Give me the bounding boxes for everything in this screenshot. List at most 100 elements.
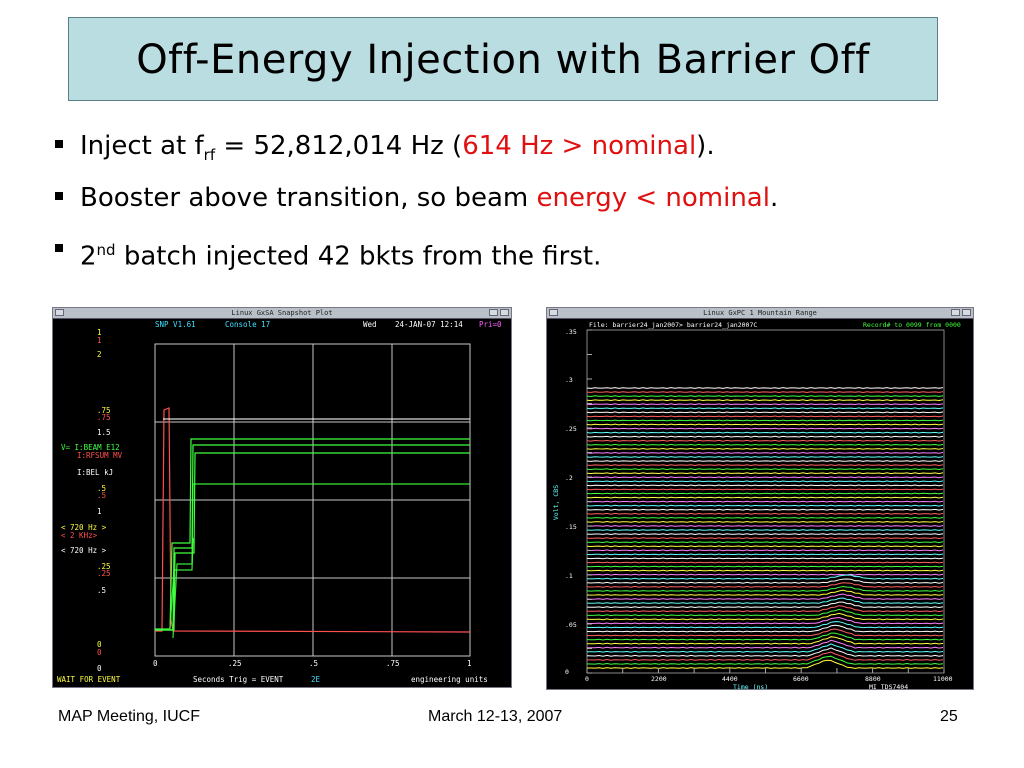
filter-label: < 720 Hz > bbox=[61, 546, 107, 555]
mountain-trace bbox=[586, 395, 944, 398]
mountain-trace bbox=[586, 496, 944, 499]
mountain-trace bbox=[586, 597, 944, 605]
file-label: File: barrier24_jan2007> barrier24_jan20… bbox=[589, 321, 758, 329]
axis-label: 0 bbox=[97, 640, 102, 649]
y-tick: .25 bbox=[565, 425, 577, 433]
mountain-trace bbox=[586, 628, 944, 637]
x-axis-label: Time (ns) bbox=[733, 683, 769, 691]
mountain-trace bbox=[586, 601, 944, 609]
window-title: Linux GxPC 1 Mountain Range bbox=[703, 309, 817, 317]
axis-label: .25 bbox=[97, 569, 111, 578]
mountain-trace bbox=[586, 537, 944, 540]
mountain-trace bbox=[586, 468, 944, 471]
mountain-trace bbox=[586, 516, 944, 519]
axis-label: 1 bbox=[97, 328, 102, 337]
mountain-trace bbox=[586, 605, 944, 613]
mountain-trace bbox=[586, 415, 944, 418]
axis-label: 1.5 bbox=[97, 428, 111, 437]
channel-label-beam: V= I:BEAM E12 bbox=[61, 443, 120, 452]
snapshot-plot-window: Linux GxSA Snapshot Plot SNP V1.61 Conso… bbox=[52, 307, 512, 688]
mountain-trace bbox=[586, 545, 944, 548]
bullet-3: 2nd batch injected 42 bkts from the firs… bbox=[55, 228, 995, 280]
mountain-trace bbox=[586, 639, 944, 649]
axis-label: .75 bbox=[97, 406, 111, 415]
axis-label: 0 bbox=[97, 648, 102, 657]
mountain-trace bbox=[587, 636, 944, 645]
mountain-trace bbox=[586, 582, 944, 588]
window-menu-button[interactable] bbox=[549, 309, 558, 316]
mountain-trace bbox=[586, 585, 944, 592]
mountain-trace bbox=[586, 431, 944, 434]
mountain-trace bbox=[586, 456, 944, 458]
axis-label: .5 bbox=[97, 484, 107, 493]
mountain-trace bbox=[586, 443, 944, 446]
y-tick: .35 bbox=[565, 328, 577, 336]
x-tick: 4400 bbox=[722, 675, 738, 683]
mountain-trace bbox=[586, 512, 944, 515]
mountain-trace bbox=[586, 565, 944, 568]
console-label: Console 17 bbox=[225, 320, 271, 329]
window-title: Linux GxSA Snapshot Plot bbox=[231, 309, 333, 317]
mountain-trace bbox=[586, 500, 944, 503]
window-titlebar: Linux GxSA Snapshot Plot bbox=[53, 308, 511, 319]
channel-label-bel: I:BEL kJ bbox=[77, 468, 114, 477]
window-minimize-button[interactable] bbox=[489, 309, 498, 316]
y-tick: .3 bbox=[565, 376, 573, 384]
beam-trace bbox=[169, 537, 194, 629]
x-tick: .5 bbox=[309, 659, 319, 668]
beam-trace bbox=[155, 452, 470, 631]
footer-page-number: 25 bbox=[940, 708, 958, 725]
mountain-trace bbox=[587, 651, 944, 661]
mountain-trace bbox=[586, 541, 944, 544]
mountain-trace bbox=[586, 492, 944, 495]
mountain-trace bbox=[586, 427, 944, 430]
mountain-trace bbox=[586, 387, 944, 389]
status-label: WAIT FOR EVENT bbox=[57, 675, 121, 684]
mountain-trace bbox=[586, 632, 944, 641]
datetime-label: 24-JAN-07 12:14 bbox=[395, 320, 463, 329]
footer-meeting: MAP Meeting, IUCF bbox=[58, 708, 200, 725]
mountain-trace bbox=[586, 439, 944, 442]
mountain-trace bbox=[587, 643, 944, 653]
mountain-trace bbox=[586, 533, 944, 536]
mountain-trace bbox=[586, 476, 944, 479]
bullet-square-icon bbox=[55, 140, 63, 148]
mountain-trace bbox=[586, 549, 944, 552]
pri-label: Pri=0 bbox=[479, 320, 502, 329]
window-maximize-button[interactable] bbox=[500, 309, 509, 316]
window-menu-button[interactable] bbox=[55, 309, 64, 316]
mountain-trace bbox=[586, 621, 944, 629]
app-version: SNP V1.61 bbox=[155, 320, 196, 329]
mountain-trace bbox=[586, 464, 944, 467]
mountain-trace bbox=[586, 624, 944, 633]
device-label: MI TDS7404 bbox=[869, 683, 909, 691]
mountain-trace bbox=[586, 399, 944, 402]
mountain-trace bbox=[586, 529, 944, 531]
mountain-trace bbox=[586, 593, 944, 600]
mountain-trace bbox=[586, 403, 944, 406]
mountain-trace bbox=[586, 488, 944, 491]
bullet-list: Inject at frf = 52,812,014 Hz (614 Hz > … bbox=[55, 124, 995, 280]
x-tick: 1 bbox=[467, 659, 472, 668]
window-maximize-button[interactable] bbox=[962, 309, 971, 316]
axis-label: 1 bbox=[97, 336, 102, 345]
x-units-label: Seconds Trig = EVENT bbox=[193, 675, 284, 684]
plot-grid bbox=[154, 343, 471, 657]
footer-date: March 12-13, 2007 bbox=[428, 708, 563, 725]
mountain-trace bbox=[586, 504, 944, 507]
y-tick: .05 bbox=[565, 621, 577, 629]
mountain-trace bbox=[586, 451, 944, 454]
bullet-square-icon bbox=[55, 244, 63, 252]
bullet-square-icon bbox=[55, 192, 63, 200]
mountain-trace bbox=[586, 435, 944, 438]
mountain-trace bbox=[586, 655, 944, 665]
filter-label: < 720 Hz > bbox=[61, 523, 107, 532]
record-label: Record# to 0099 from 0000 bbox=[863, 321, 961, 329]
beam-trace bbox=[155, 438, 470, 630]
mountain-trace bbox=[586, 407, 944, 410]
window-minimize-button[interactable] bbox=[951, 309, 960, 316]
mountain-trace bbox=[586, 484, 944, 487]
mountain-trace bbox=[586, 553, 944, 556]
mountain-range-window: Linux GxPC 1 Mountain Range File: barrie… bbox=[546, 307, 974, 691]
day-label: Wed bbox=[363, 320, 377, 329]
